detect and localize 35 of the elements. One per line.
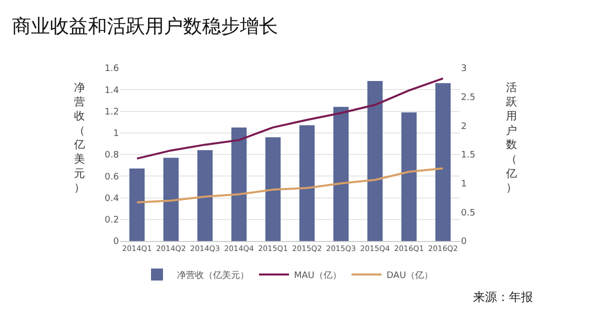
y-tick-label: 1.4 (104, 86, 120, 96)
y-tick-label: 0.6 (104, 172, 120, 182)
bar (435, 83, 451, 241)
y2-tick-label: 2 (461, 122, 467, 132)
y2-tick-label: 1.5 (461, 150, 476, 161)
legend-label: MAU（亿） (294, 270, 342, 282)
y-tick-label: 0.8 (104, 150, 120, 161)
y2-tick-label: 0 (461, 237, 467, 248)
y-tick-label: 1.2 (104, 107, 119, 118)
y2-tick-label: 2.5 (461, 92, 476, 103)
y2-axis-title: 活跃用户数（亿） (505, 81, 517, 194)
source-note: 来源：年报 (473, 290, 533, 304)
bar (129, 168, 145, 241)
line-series (136, 77, 444, 160)
bar (299, 125, 315, 241)
bar (163, 158, 179, 241)
y-axis-title: 净营收（亿美元） (73, 81, 85, 194)
legend-label: 净营收（亿美元） (177, 270, 249, 282)
y-tick-label: 1 (113, 129, 119, 140)
chart-title: 商业收益和活跃用户数稳步增长 (12, 16, 278, 38)
line-series (136, 167, 444, 204)
y-tick-label: 0.4 (104, 194, 120, 204)
y-tick-label: 1.6 (104, 64, 120, 74)
bar (197, 150, 213, 241)
y-tick-label: 0.2 (104, 216, 119, 226)
bar (333, 106, 349, 241)
y2-tick-label: 1 (461, 179, 467, 190)
bar (231, 127, 247, 241)
y2-tick-label: 0.5 (461, 208, 476, 218)
y-tick-label: 0 (113, 237, 120, 248)
bar (367, 80, 383, 241)
bar (265, 137, 281, 241)
bar (401, 112, 417, 241)
legend-label: DAU（亿） (386, 270, 434, 282)
y2-tick-label: 3 (461, 64, 467, 74)
